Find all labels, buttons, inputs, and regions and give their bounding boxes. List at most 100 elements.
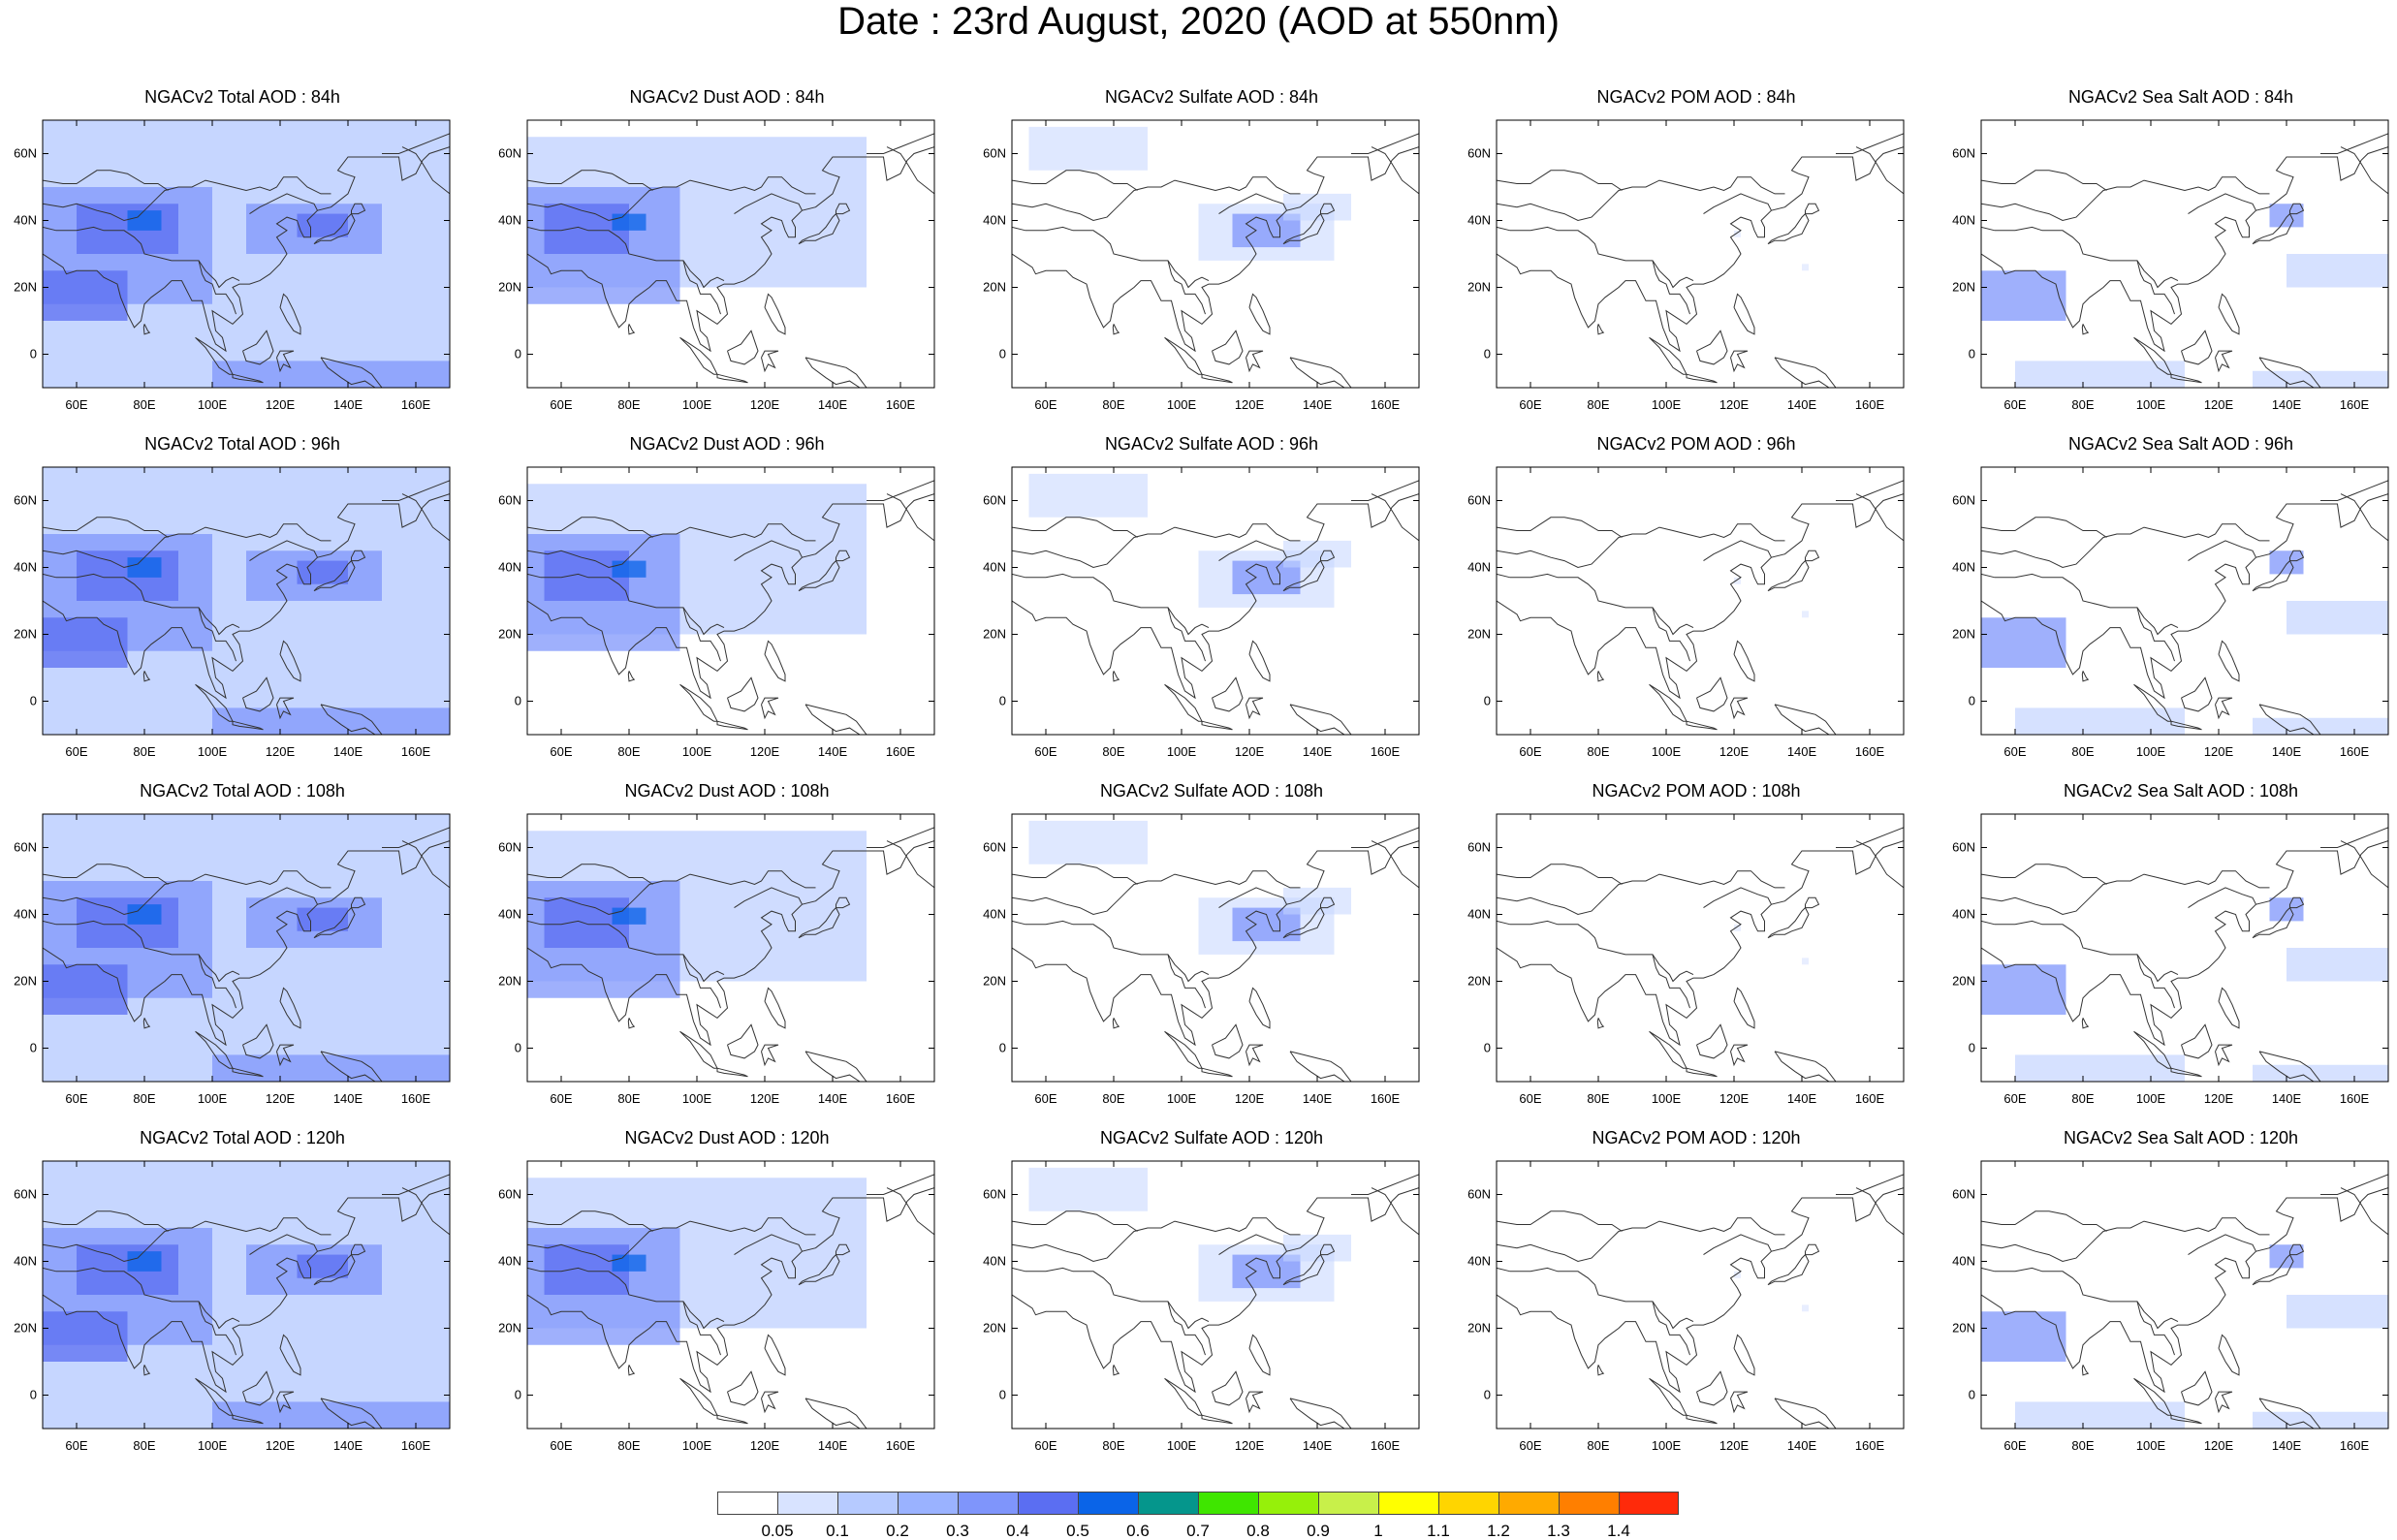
lon-tick-label: 160E (1371, 744, 1401, 759)
aod-plume (2253, 1411, 2388, 1429)
lon-tick-label: 120E (1719, 397, 1750, 412)
coastline (1012, 523, 1301, 569)
coastline (2133, 683, 2172, 722)
aod-plume (2253, 1064, 2388, 1082)
coastline (1981, 1217, 2270, 1263)
lon-tick-label: 120E (2204, 1091, 2234, 1106)
coastline (1012, 870, 1301, 916)
coastline (1164, 1377, 1203, 1416)
coastline (2218, 640, 2240, 682)
lon-tick-label: 100E (1167, 1438, 1197, 1453)
coastline (1497, 1210, 1623, 1232)
lon-tick-label: 140E (2272, 1438, 2302, 1453)
lon-tick-label: 80E (133, 397, 155, 412)
lat-tick-label: 60N (983, 840, 1006, 855)
coastline (1246, 1044, 1264, 1067)
coastline (1703, 1234, 1772, 1256)
map-panel: NGACv2 Dust AOD : 84h 60E 80E 100E 120E 140E 1… (485, 87, 969, 422)
coastline (886, 146, 934, 195)
coastline (1981, 864, 2107, 885)
map-panel: NGACv2 Sea Salt AOD : 120h 60E 80E 100E 120E… (1939, 1128, 2397, 1462)
coastline (1652, 607, 1690, 662)
lon-tick-label: 100E (198, 1438, 228, 1453)
aod-map: 60E 80E 100E 120E 140E 160E 60N 40N 20N 0 (1467, 813, 1905, 1106)
map-frame (1011, 119, 1420, 389)
coastline (1497, 870, 1785, 916)
coastline (320, 704, 383, 735)
lon-tick-label: 60E (65, 1438, 87, 1453)
coastline (232, 720, 264, 731)
lon-tick-label: 140E (818, 744, 848, 759)
coastline (1649, 683, 1687, 722)
coastline (1201, 373, 1233, 384)
lat-tick-label: 0 (515, 1388, 521, 1402)
lon-tick-label: 80E (1102, 1091, 1124, 1106)
panel-title: NGACv2 Sulfate AOD : 84h (1104, 87, 1319, 107)
lon-tick-label: 80E (1587, 744, 1609, 759)
coastline (527, 864, 653, 885)
coastline (734, 1234, 803, 1256)
coastline (1112, 1365, 1120, 1376)
coastline (2136, 954, 2175, 1009)
coastline (2289, 1243, 2305, 1256)
coastline (836, 203, 851, 215)
coastline (43, 1217, 331, 1263)
lon-tick-label: 120E (1719, 744, 1750, 759)
coastline (1981, 517, 2107, 538)
aod-map: 60E 80E 100E 120E 140E 160E 60N 40N 20N 0 (1952, 813, 2389, 1106)
map-frame (526, 813, 935, 1083)
coastline (43, 920, 240, 983)
coastline (279, 293, 301, 335)
lon-tick-label: 160E (886, 397, 916, 412)
coastline (1774, 1051, 1837, 1082)
coastline (1497, 170, 1623, 191)
coastline (1774, 1398, 1837, 1429)
coastline (527, 1210, 653, 1232)
coastline (734, 887, 803, 909)
coastline (1497, 1217, 1785, 1263)
aod-plume (1734, 577, 1741, 584)
coastline (242, 676, 274, 712)
aod-plume (297, 1254, 348, 1278)
coastline (2181, 1023, 2213, 1059)
coastline (1686, 1414, 1718, 1425)
lon-tick-label: 80E (1102, 397, 1124, 412)
panel-title: NGACv2 Sea Salt AOD : 84h (2067, 87, 2294, 107)
coastline (679, 1377, 718, 1416)
lon-tick-label: 160E (401, 744, 431, 759)
lat-tick-label: 20N (498, 974, 521, 989)
coastline (1218, 887, 1287, 909)
coastline (527, 1187, 934, 1394)
aod-map: 60E 80E 100E 120E 140E 160E 60N 40N 20N 0 (1952, 119, 2389, 412)
aod-plume (2253, 370, 2388, 388)
lat-tick-label: 0 (1969, 694, 1975, 708)
coastline (1805, 203, 1820, 215)
coastline (1836, 1174, 1904, 1195)
coastline (1733, 1334, 1755, 1376)
colorbar-swatch (1619, 1492, 1679, 1515)
coastline (43, 176, 331, 222)
aod-plume (2287, 1295, 2388, 1329)
lat-tick-label: 40N (498, 1254, 521, 1269)
lat-tick-label: 40N (498, 907, 521, 922)
lat-tick-label: 0 (30, 694, 37, 708)
lat-tick-label: 40N (983, 1254, 1006, 1269)
coastline (764, 293, 786, 335)
coastline (2188, 887, 2256, 909)
lon-tick-label: 100E (2136, 1091, 2166, 1106)
lon-tick-label: 140E (1787, 397, 1817, 412)
map-frame (1496, 119, 1905, 389)
coastline (351, 203, 366, 215)
coastline (1167, 954, 1206, 1009)
map-frame (1496, 466, 1905, 736)
panel-title: NGACv2 POM AOD : 84h (1596, 87, 1796, 107)
coastline (2215, 697, 2233, 720)
coastline (1012, 1210, 1138, 1232)
coastline (1774, 704, 1837, 735)
panel-title: NGACv2 Total AOD : 120h (140, 1128, 345, 1147)
aod-plume (1802, 611, 1809, 618)
map-panel: NGACv2 Total AOD : 120h 60E 80E 100E 120E 140… (0, 1128, 485, 1462)
aod-plume (43, 1311, 128, 1362)
colorbar-label: 0.05 (761, 1522, 794, 1540)
map-panel: NGACv2 Dust AOD : 120h 60E 80E 100E 120E 140E… (485, 1128, 969, 1462)
